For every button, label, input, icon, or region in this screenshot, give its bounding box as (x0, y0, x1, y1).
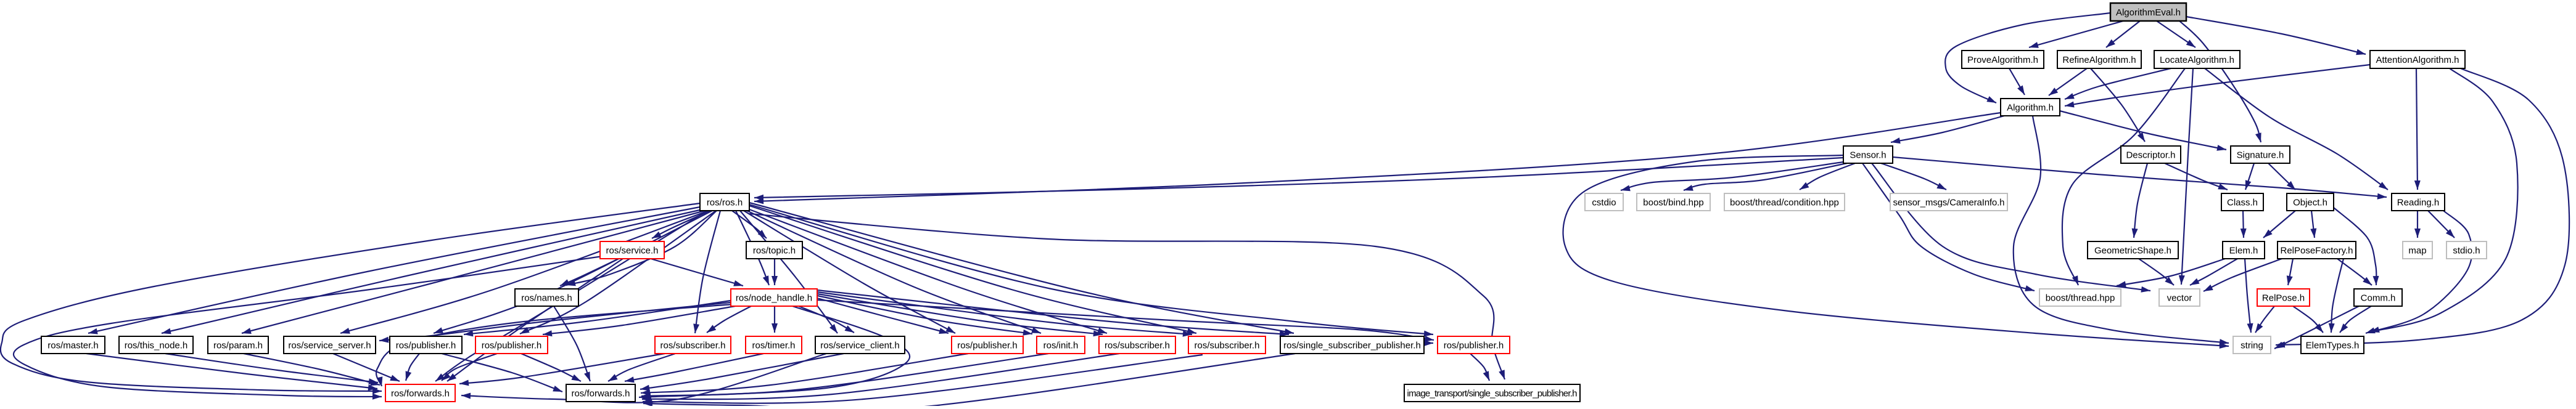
svg-text:stdio.h: stdio.h (2453, 246, 2480, 256)
svg-text:AlgorithmEval.h: AlgorithmEval.h (2116, 7, 2181, 18)
svg-text:ros/subscriber.h: ros/subscriber.h (1195, 341, 1260, 351)
svg-text:ros/publisher.h: ros/publisher.h (1444, 341, 1504, 351)
svg-text:ros/forwards.h: ros/forwards.h (571, 389, 630, 399)
svg-text:boost/thread.hpp: boost/thread.hpp (2046, 293, 2115, 304)
svg-text:ros/service_server.h: ros/service_server.h (288, 341, 371, 351)
svg-text:Class.h: Class.h (2227, 198, 2258, 208)
svg-text:Signature.h: Signature.h (2237, 150, 2284, 161)
svg-text:ros/service.h: ros/service.h (606, 246, 658, 256)
svg-text:Sensor.h: Sensor.h (1850, 150, 1886, 161)
svg-text:ros/this_node.h: ros/this_node.h (125, 341, 188, 351)
svg-text:ros/subscriber.h: ros/subscriber.h (1105, 341, 1170, 351)
svg-text:ros/service_client.h: ros/service_client.h (820, 341, 899, 351)
svg-text:RefineAlgorithm.h: RefineAlgorithm.h (2062, 55, 2136, 65)
svg-text:ros/topic.h: ros/topic.h (753, 246, 796, 256)
svg-text:vector: vector (2167, 293, 2192, 304)
svg-text:RelPose.h: RelPose.h (2262, 293, 2305, 304)
svg-text:ElemTypes.h: ElemTypes.h (2306, 341, 2360, 351)
svg-text:image_transport/single_subscri: image_transport/single_subscriber_publis… (1407, 389, 1578, 399)
svg-text:LocateAlgorithm.h: LocateAlgorithm.h (2160, 55, 2234, 65)
svg-text:ros/init.h: ros/init.h (1043, 341, 1079, 351)
svg-text:AttentionAlgorithm.h: AttentionAlgorithm.h (2376, 55, 2459, 65)
svg-text:ros/single_subscriber_publishe: ros/single_subscriber_publisher.h (1283, 341, 1421, 351)
svg-text:ros/subscriber.h: ros/subscriber.h (660, 341, 726, 351)
svg-text:ros/names.h: ros/names.h (521, 293, 572, 304)
svg-text:ros/publisher.h: ros/publisher.h (957, 341, 1018, 351)
svg-text:boost/bind.hpp: boost/bind.hpp (1643, 198, 1703, 208)
svg-text:ros/publisher.h: ros/publisher.h (482, 341, 542, 351)
svg-text:cstdio: cstdio (1592, 198, 1616, 208)
svg-text:Comm.h: Comm.h (2361, 293, 2396, 304)
svg-text:ros/node_handle.h: ros/node_handle.h (736, 293, 812, 304)
svg-text:ros/master.h: ros/master.h (47, 341, 99, 351)
svg-text:map: map (2408, 246, 2426, 256)
svg-text:ros/forwards.h: ros/forwards.h (391, 389, 450, 399)
svg-text:ProveAlgorithm.h: ProveAlgorithm.h (1967, 55, 2038, 65)
svg-text:sensor_msgs/CameraInfo.h: sensor_msgs/CameraInfo.h (1893, 198, 2005, 208)
svg-text:Reading.h: Reading.h (2397, 198, 2439, 208)
svg-text:ros/ros.h: ros/ros.h (707, 198, 743, 208)
svg-text:ros/publisher.h: ros/publisher.h (396, 341, 456, 351)
svg-text:RelPoseFactory.h: RelPoseFactory.h (2281, 246, 2353, 256)
svg-text:GeometricShape.h: GeometricShape.h (2094, 246, 2171, 256)
svg-text:boost/thread/condition.hpp: boost/thread/condition.hpp (1730, 198, 1839, 208)
svg-text:Elem.h: Elem.h (2229, 246, 2258, 256)
svg-text:Algorithm.h: Algorithm.h (2007, 103, 2054, 113)
svg-text:Object.h: Object.h (2293, 198, 2327, 208)
svg-text:ros/param.h: ros/param.h (213, 341, 263, 351)
svg-text:Descriptor.h: Descriptor.h (2126, 150, 2175, 161)
svg-text:ros/timer.h: ros/timer.h (752, 341, 795, 351)
svg-text:string: string (2241, 341, 2263, 351)
